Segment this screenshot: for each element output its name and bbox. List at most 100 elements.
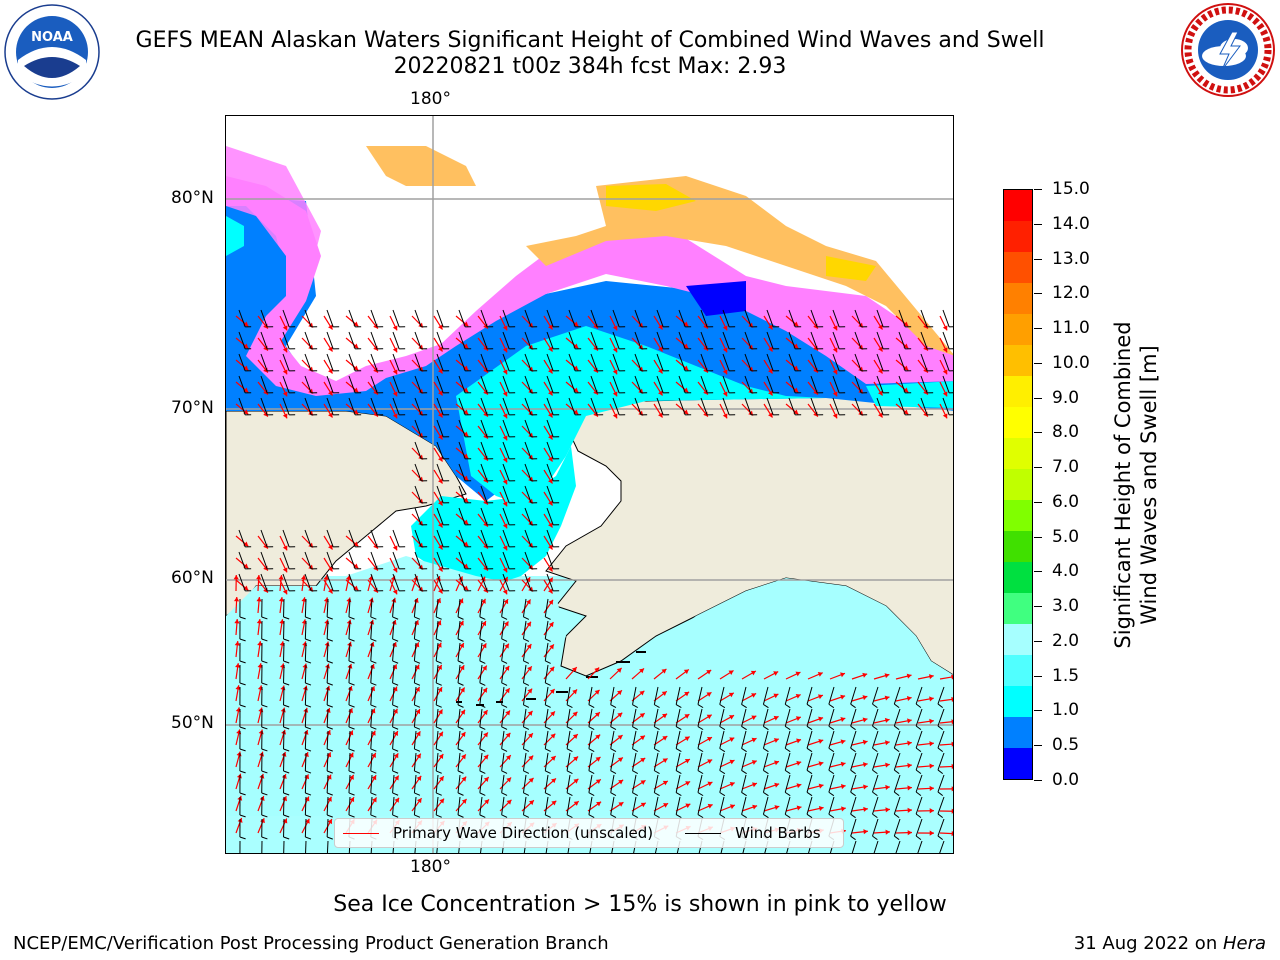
map-legend: Primary Wave Direction (unscaled) Wind B… [334,818,844,848]
wind-barb [522,730,527,749]
wind-barb [326,840,329,853]
wind-barb [722,331,730,350]
wave-arrow-head [951,808,953,814]
wind-barb-flag [872,769,878,775]
wind-barb-flag [741,814,747,819]
wind-barb-flag [501,770,508,774]
wind-barb-flag [457,770,464,774]
wave-arrow-head [550,756,556,761]
wind-barb [806,730,813,749]
wind-barb-flag [784,769,791,775]
wind-barb-flag [283,748,290,752]
wind-barb [942,375,950,394]
wind-barb [326,529,334,548]
wind-barb [915,796,923,815]
wind-barb [675,686,681,705]
wind-barb [762,730,769,749]
wind-barb [392,309,400,328]
wave-arrow-head [278,575,284,580]
wind-barb-flag [392,638,399,642]
colorbar-band [1004,531,1032,562]
wind-barb [414,573,422,592]
wind-barb-flag [501,616,508,620]
wave-arrow-head [929,808,934,814]
wind-barb-flag [894,835,900,841]
wind-barb [304,796,307,816]
wave-arrow-head [706,737,712,742]
wave-arrow-head [729,715,735,720]
wind-barb [502,353,510,372]
wave-arrow-head [768,390,773,396]
wind-barb [502,441,510,460]
wind-barb [784,730,791,749]
wind-barb [238,551,246,570]
wind-barb [413,664,417,683]
wind-barb [480,507,488,526]
wind-barb-flag [806,791,813,797]
wind-barb [457,686,461,705]
wind-barb [719,730,725,749]
wind-barb [436,463,444,482]
wave-arrow-head [282,413,288,419]
wave-arrow-head [349,774,354,780]
wind-barb [304,774,307,794]
wind-barb-flag [588,704,595,708]
wind-barb [832,353,840,372]
wave-arrow-head [392,391,398,397]
wind-barb [458,441,466,460]
wind-barb-flag [741,726,747,731]
wave-arrow-head [840,717,846,722]
wave-arrow-head [438,456,443,462]
wind-barb [304,818,307,838]
wind-barb-flag [501,726,508,730]
wave-arrow-head [662,758,668,763]
colorbar-band [1004,717,1032,748]
wind-barb [413,620,417,639]
wave-arrow-head [840,784,846,790]
wind-barb [632,752,637,771]
wind-barb [392,331,400,350]
wind-barb [480,529,488,548]
wind-barb [678,353,686,372]
wind-barb [348,664,351,683]
colorbar-tick-label: 7.0 [1052,457,1080,478]
wind-barb-flag [261,616,268,620]
wind-barb [326,730,329,750]
wind-barb [436,507,444,526]
wind-barb [348,309,356,328]
wind-barb-flag [261,726,268,730]
wave-arrow-head [548,599,554,605]
wave-arrow-head [436,642,442,648]
wind-barb-flag [850,835,856,841]
wind-barb-flag [457,682,464,686]
wave-arrow-head [684,691,690,697]
colorbar-tick [1034,780,1042,781]
wave-arrow-head [394,797,400,803]
wind-barb-flag [283,616,290,620]
colorbar-band [1004,624,1032,655]
wind-barb [326,375,334,394]
wind-barb-flag [632,726,639,731]
wave-arrow-head [459,665,465,671]
wind-barb [590,353,598,372]
wind-barb-flag [305,770,312,774]
wave-arrow-head [282,796,287,802]
wind-barb [722,397,730,416]
wind-barb-flag [588,770,595,774]
colorbar-tick-label: 11.0 [1052,318,1090,339]
wave-arrow-head [349,797,355,803]
wind-barb-flag [414,770,421,774]
colorbar-tick-label: 1.5 [1052,665,1080,686]
wind-barb [458,573,466,592]
wind-barb-flag [283,660,290,664]
wind-barb [326,774,329,794]
wind-barb [524,331,532,350]
lon-label-bottom: 180° [410,857,451,877]
wind-barb [893,752,901,771]
wind-barb [238,375,246,394]
wind-barb [653,686,659,705]
wind-barb-flag [545,770,551,774]
wind-barb [392,551,400,570]
noaa-logo: NOAA [4,4,100,100]
wind-barb [304,708,307,728]
